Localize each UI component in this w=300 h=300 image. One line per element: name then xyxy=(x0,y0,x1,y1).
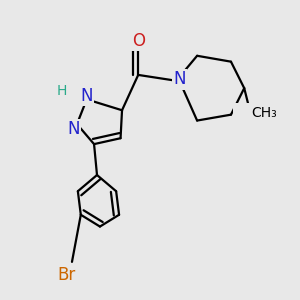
FancyBboxPatch shape xyxy=(80,85,94,106)
Text: N: N xyxy=(67,120,80,138)
Text: N: N xyxy=(80,86,93,104)
FancyBboxPatch shape xyxy=(172,69,187,90)
Text: N: N xyxy=(173,70,186,88)
Text: O: O xyxy=(132,32,145,50)
Text: H: H xyxy=(56,84,67,98)
FancyBboxPatch shape xyxy=(53,265,79,285)
Text: Br: Br xyxy=(57,266,75,284)
FancyBboxPatch shape xyxy=(131,31,145,51)
FancyBboxPatch shape xyxy=(66,119,80,140)
Text: CH₃: CH₃ xyxy=(252,106,277,120)
FancyBboxPatch shape xyxy=(55,81,69,101)
FancyBboxPatch shape xyxy=(233,103,270,124)
